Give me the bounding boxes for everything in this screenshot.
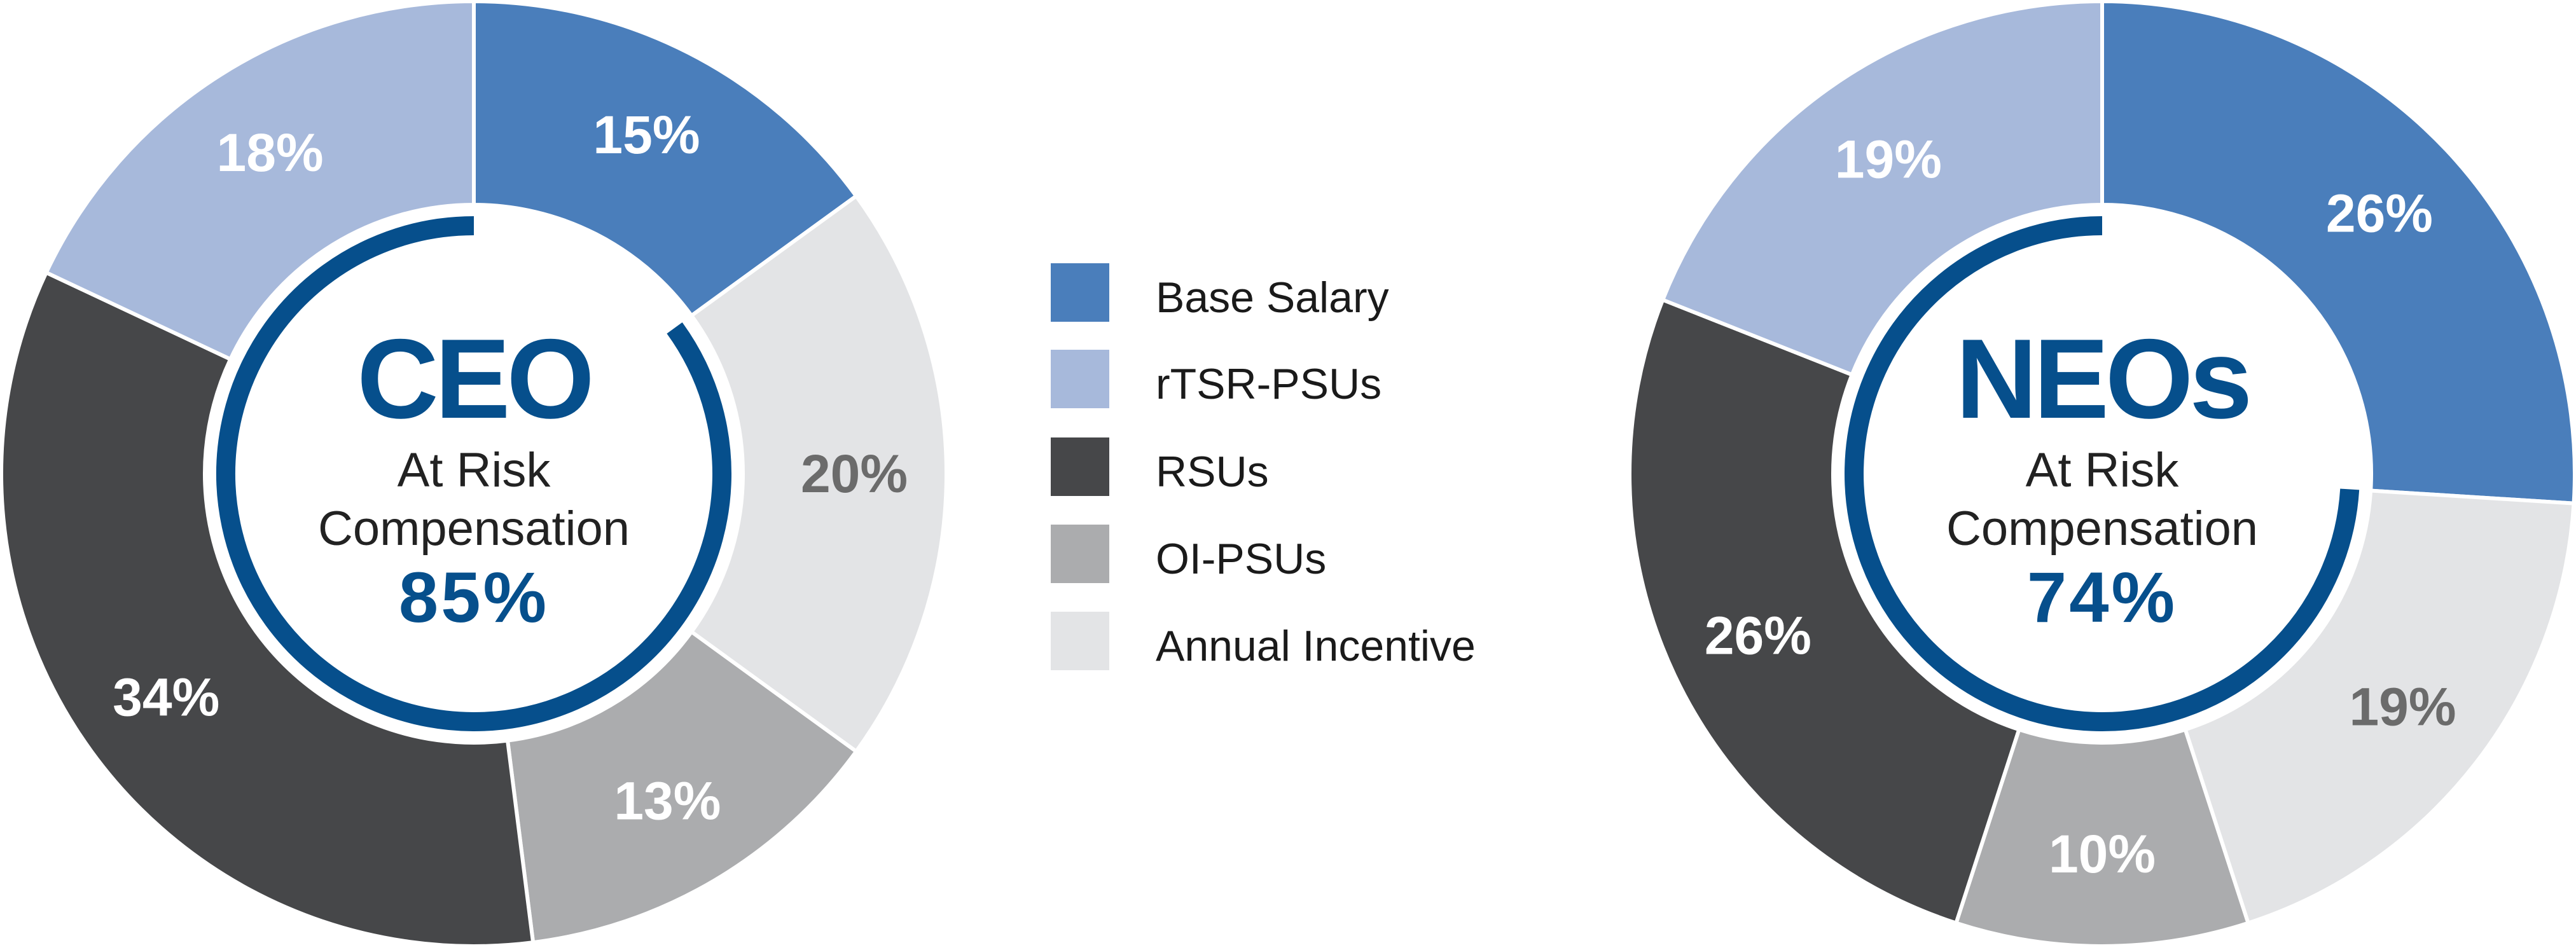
- ceo-center-subtitle-line1: At Risk: [398, 443, 551, 497]
- ceo-slice-oi-psus: [505, 629, 859, 945]
- neos-slice-oi-psus: [1953, 727, 2251, 948]
- legend-swatch-annual-incentive: [1051, 612, 1109, 670]
- legend-label-oi-psus: OI-PSUs: [1156, 535, 1326, 583]
- ceo-slice-base-salary: [472, 0, 859, 319]
- ceo-slice-annual-incentive: [689, 193, 948, 754]
- legend-label-rtsr-psus: rTSR-PSUs: [1156, 360, 1381, 408]
- legend-swatch-base-salary: [1051, 263, 1109, 322]
- neos-slice-label-oi-psus: 10%: [2049, 824, 2156, 884]
- neos-center-subtitle-line1: At Risk: [2026, 443, 2180, 497]
- neos-slice-label-rtsr-psus: 19%: [1835, 129, 1942, 189]
- ceo-slice-rtsr-psus: [43, 0, 476, 362]
- ceo-slice-label-base-salary: 15%: [593, 105, 700, 165]
- ceo-slice-label-rsus: 34%: [113, 667, 219, 727]
- neos-center-subtitle-line2: Compensation: [1946, 502, 2258, 556]
- neos-at-risk-arc: [1845, 216, 2360, 731]
- legend-swatch-oi-psus: [1051, 525, 1109, 583]
- legend-label-rsus: RSUs: [1156, 448, 1269, 496]
- neos-slice-label-base-salary: 26%: [2326, 184, 2433, 244]
- neos-donut-chart: 26% 19% 10% 26% 19% NEOs At Risk Compensatio…: [1628, 0, 2576, 948]
- ceo-slice-label-annual-incentive: 20%: [801, 444, 908, 504]
- neos-slice-rsus: [1628, 297, 2022, 926]
- ceo-center-subtitle-line2: Compensation: [318, 502, 630, 556]
- legend-swatch-rtsr-psus: [1051, 350, 1109, 408]
- ceo-slice-rsus: [0, 270, 536, 948]
- ceo-center-title: CEO: [357, 315, 591, 442]
- neos-slice-annual-incentive: [2182, 488, 2576, 926]
- ceo-slice-label-oi-psus: 13%: [614, 771, 721, 831]
- neos-slice-label-annual-incentive: 19%: [2349, 677, 2456, 737]
- ceo-at-risk-value: 85%: [399, 558, 549, 637]
- legend-label-base-salary: Base Salary: [1156, 273, 1389, 322]
- legend-label-annual-incentive: Annual Incentive: [1156, 622, 1476, 670]
- ceo-donut-chart: 15% 20% 13% 34% 18% CEO At Risk Compensation…: [0, 0, 948, 948]
- neos-slice-base-salary: [2100, 0, 2576, 506]
- neos-slice-rtsr-psus: [1660, 0, 2104, 378]
- ceo-slice-label-rtsr-psus: 18%: [217, 123, 324, 182]
- neos-at-risk-value: 74%: [2027, 558, 2177, 637]
- ceo-at-risk-arc: [216, 216, 731, 731]
- neos-slice-label-rsus: 26%: [1705, 606, 1811, 666]
- neos-center-title: NEOs: [1956, 315, 2249, 442]
- legend-swatch-rsus: [1051, 437, 1109, 496]
- chart-legend: Base Salary rTSR-PSUs RSUs OI-PSUs Annua…: [1051, 263, 1476, 670]
